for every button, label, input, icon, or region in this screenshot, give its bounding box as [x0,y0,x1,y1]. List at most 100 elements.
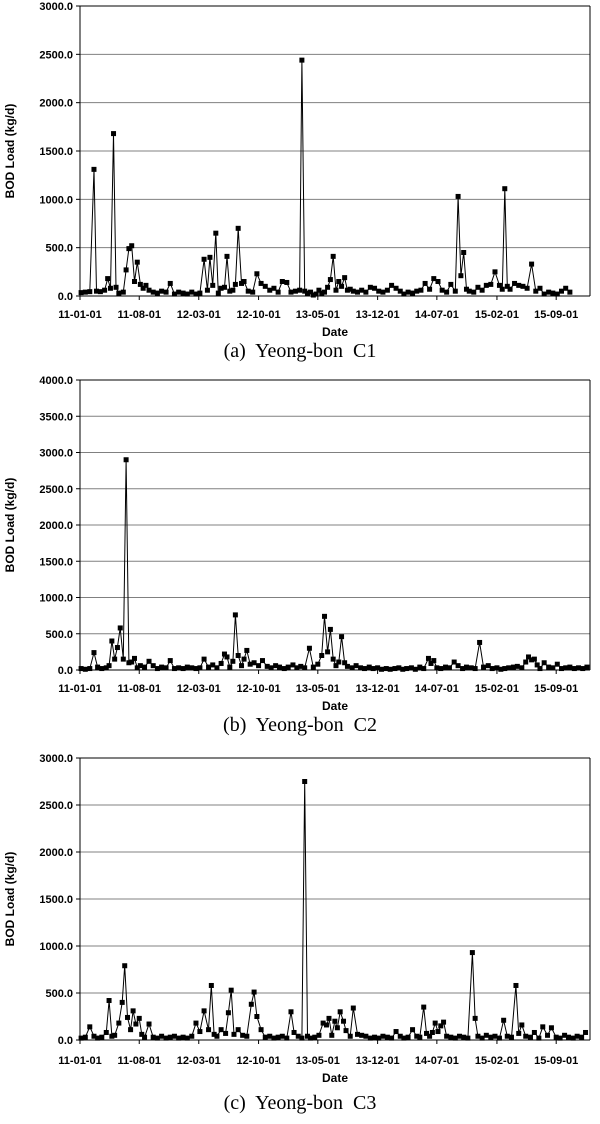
data-point [414,1033,420,1039]
data-point [383,666,389,672]
x-tick-label: 11-01-01 [58,1055,101,1067]
data-point [214,665,220,671]
data-point [472,666,478,672]
data-point [137,663,143,669]
x-tick-label: 15-02-01 [475,1055,519,1067]
data-point [375,665,381,671]
data-point [87,1024,93,1030]
x-tick-label: 12-03-01 [177,683,221,695]
y-tick-label: 500.0 [45,988,73,1000]
data-point [105,276,111,282]
x-tick-label: 15-02-01 [475,309,519,321]
data-point [455,193,461,199]
data-point [475,1033,481,1039]
data-point [393,285,399,291]
data-point [469,950,475,956]
data-point [334,1025,340,1031]
data-point [259,658,265,664]
data-point [292,288,298,294]
data-point [113,284,119,290]
data-point [131,279,137,284]
data-point [554,661,560,667]
data-point [146,287,152,293]
data-point [232,281,238,287]
data-point [358,665,364,671]
data-point [498,666,504,672]
data-point [342,660,348,666]
data-point [106,663,112,669]
data-point [336,659,342,665]
data-point [288,1009,294,1015]
data-point [244,1033,250,1039]
data-point [354,1031,360,1037]
data-point [533,288,539,294]
data-point [418,287,424,293]
data-point [479,1035,485,1041]
y-tick-label: 1000.0 [39,194,73,206]
data-point [103,1029,109,1035]
data-point [201,656,207,662]
data-point [408,665,414,671]
data-point [204,287,210,293]
data-point [91,650,97,656]
data-point [142,1034,148,1040]
chart-caption-c2: (b) Yeong-bon C2 [223,714,377,736]
data-point [367,284,373,290]
data-point [496,1035,502,1041]
data-point [298,663,304,669]
data-point [350,288,356,294]
data-point [529,261,535,267]
data-point [241,656,247,662]
data-point [218,660,224,666]
data-point [323,1022,329,1028]
data-point [516,1030,522,1036]
data-point [562,1032,568,1038]
y-tick-label: 500.0 [45,243,73,255]
y-tick-label: 0.0 [58,291,73,303]
data-point [401,1035,407,1041]
data-point [554,291,560,297]
data-point [302,288,308,294]
data-point [159,664,165,670]
data-point [211,1031,217,1037]
data-point [435,279,441,284]
data-point [122,963,128,969]
data-point [116,290,122,296]
data-point [526,654,532,660]
data-point [550,290,556,296]
data-point [150,289,156,295]
data-point [506,665,512,671]
data-point [427,1033,433,1039]
y-axis-label: BOD Load (kg/d) [3,478,17,573]
data-point [267,287,273,293]
data-point [251,989,257,995]
data-point [389,1035,395,1041]
y-tick-label: 1000.0 [39,593,73,605]
data-point [159,288,165,294]
data-point [479,287,485,293]
data-point [227,288,233,294]
y-tick-label: 4000.0 [39,375,73,387]
data-point [534,662,540,668]
data-point [245,288,251,294]
x-tick-label: 15-09-01 [534,1055,578,1067]
data-point [82,289,88,295]
data-point [488,1034,494,1040]
data-point [537,285,543,291]
y-axis-label: BOD Load (kg/d) [3,852,17,947]
data-point [218,1027,224,1033]
data-point [320,1020,326,1026]
series-line [80,781,586,1040]
data-point [333,663,339,669]
data-point [206,1027,212,1033]
data-point [150,663,156,669]
data-point [130,1008,136,1014]
y-tick-label: 1500.0 [39,146,73,158]
data-point [310,292,316,298]
data-point [461,250,467,255]
data-point [114,645,120,651]
data-point [248,1001,254,1007]
data-point [288,289,294,295]
data-point [529,657,535,663]
x-tick-label: 11-08-01 [118,309,161,321]
